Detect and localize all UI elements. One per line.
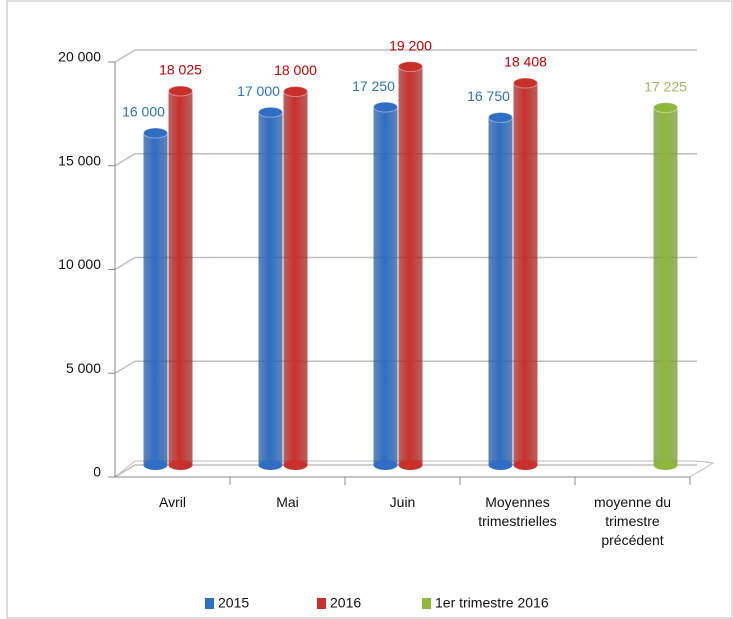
bar-base — [398, 460, 423, 470]
x-tick-label: Avril — [159, 494, 186, 510]
value-label: 18 408 — [504, 54, 547, 70]
value-label: 17 250 — [352, 78, 395, 94]
bar-base — [488, 460, 513, 470]
bar — [143, 133, 168, 465]
bar-top — [143, 127, 168, 139]
legend-swatch — [205, 598, 214, 609]
bar-base — [143, 460, 168, 470]
legend-label: 2016 — [330, 595, 361, 611]
value-label: 16 750 — [467, 88, 510, 104]
bar-top — [653, 102, 678, 114]
y-tick-label: 20 000 — [58, 49, 101, 65]
bar — [653, 107, 678, 466]
grid-connector — [114, 153, 136, 167]
x-tick-label: Mai — [276, 494, 299, 510]
x-tick-label: Juin — [389, 494, 416, 510]
value-label: 17 225 — [644, 78, 687, 94]
legend-swatch — [422, 598, 431, 609]
legend-swatch — [317, 598, 326, 609]
bar — [398, 66, 423, 465]
bar — [488, 117, 513, 465]
value-label: 18 025 — [159, 62, 202, 78]
y-tick-label: 10 000 — [58, 256, 101, 272]
grid-connector — [114, 256, 136, 271]
value-label: 19 200 — [389, 37, 432, 53]
bar — [513, 83, 538, 465]
y-tick-label: 0 — [93, 464, 101, 480]
bar-top — [488, 111, 513, 123]
y-tick-label: 15 000 — [58, 152, 101, 168]
bar — [258, 112, 283, 465]
bar — [283, 91, 308, 465]
x-tick-label: Moyennes trimestrielles — [478, 494, 557, 529]
bar-top — [168, 85, 193, 97]
bar-base — [258, 460, 283, 470]
value-label: 16 000 — [122, 104, 165, 120]
value-label: 18 000 — [274, 62, 317, 78]
bar-base — [513, 460, 538, 470]
bar-base — [283, 460, 308, 470]
value-label: 17 000 — [237, 83, 280, 99]
frame — [6, 0, 733, 619]
bar-base — [373, 460, 398, 470]
grid-connector — [114, 360, 136, 374]
x-tick-label: moyenne du trimestre précédent — [593, 494, 672, 548]
y-tick-label: 5 000 — [66, 360, 101, 376]
bar — [168, 90, 193, 465]
legend-label: 2015 — [218, 595, 249, 611]
bar-base — [168, 460, 193, 470]
legend-label: 1er trimestre 2016 — [435, 595, 549, 611]
bar-top — [258, 106, 283, 118]
bar-top — [283, 86, 308, 97]
grid-connector — [114, 49, 136, 63]
bar — [373, 107, 398, 465]
bar-base — [653, 460, 678, 470]
grid-connector — [114, 464, 136, 478]
bar-top — [513, 77, 538, 89]
bar-top — [398, 61, 423, 73]
bar-top — [373, 101, 398, 113]
